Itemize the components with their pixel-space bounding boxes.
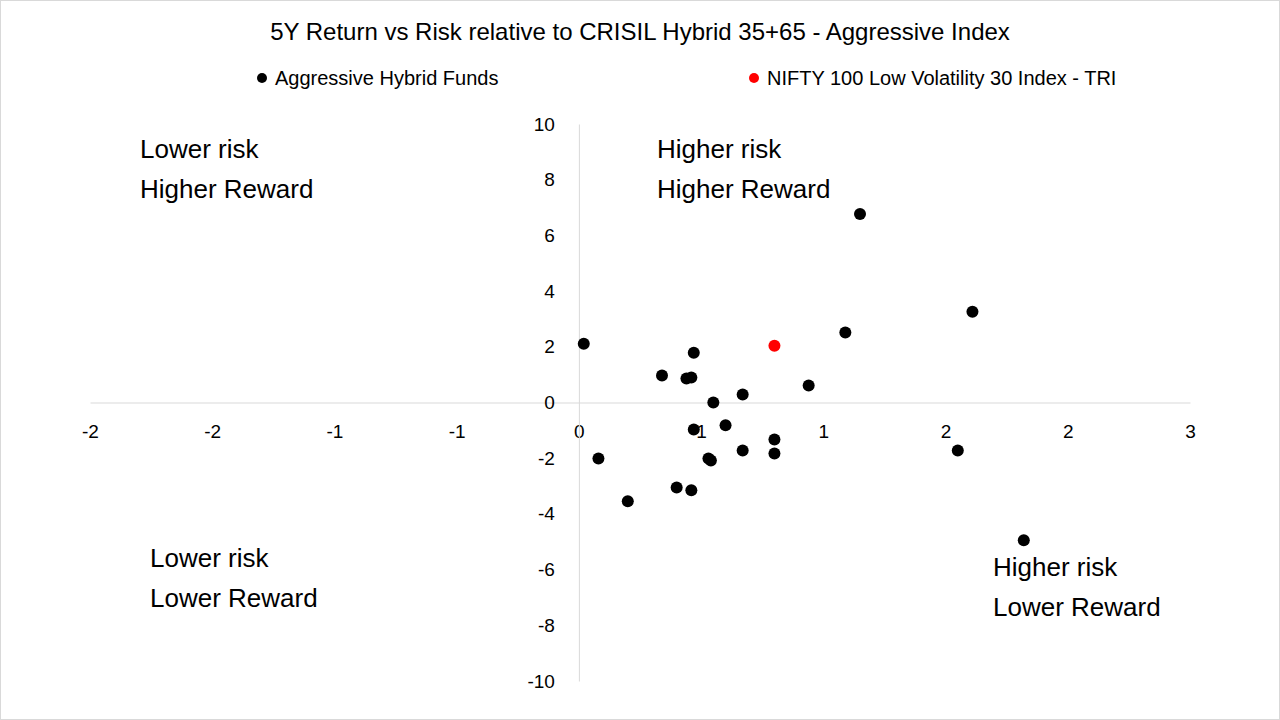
legend-marker <box>749 73 759 83</box>
y-tick-label: 4 <box>544 281 555 302</box>
point <box>671 481 683 493</box>
title: 5Y Return vs Risk relative to CRISIL Hyb… <box>270 18 1010 45</box>
point <box>803 380 815 392</box>
x-tick: -2 <box>82 403 99 442</box>
y-tick-label: 10 <box>534 114 555 135</box>
point <box>656 369 668 381</box>
background <box>1 1 1280 720</box>
annotation: Higher risk Higher Reward <box>657 134 830 204</box>
series <box>578 208 1030 546</box>
x-tick: 2 <box>941 403 952 442</box>
point <box>966 306 978 318</box>
point <box>707 397 719 409</box>
legend-item: NIFTY 100 Low Volatility 30 Index - TRI <box>749 67 1116 89</box>
y-tick-label: 2 <box>544 336 555 357</box>
x-tick: 1 <box>819 403 830 442</box>
y-tick-label: 8 <box>544 169 555 190</box>
x-axis: -2-2-1-1011223 <box>82 403 1196 442</box>
y-tick-label: -6 <box>538 559 555 580</box>
point <box>839 327 851 339</box>
y-tick: 4 <box>544 281 579 302</box>
plot-area <box>578 208 1030 546</box>
annotation: Lower risk Higher Reward <box>140 134 313 204</box>
annotation-line: Higher Reward <box>140 174 313 204</box>
point <box>622 495 634 507</box>
point <box>952 444 964 456</box>
legend-item: Aggressive Hybrid Funds <box>257 67 498 89</box>
y-tick-label: 0 <box>544 392 555 413</box>
x-tick: 1 <box>696 403 707 442</box>
y-tick: 8 <box>544 169 579 190</box>
x-tick-label: 2 <box>941 421 952 442</box>
y-axis-line <box>579 125 580 682</box>
x-tick-label: 2 <box>1063 421 1074 442</box>
annotation-line: Lower risk <box>140 134 259 164</box>
y-tick: -8 <box>538 615 579 636</box>
point <box>592 452 604 464</box>
annotation-line: Higher risk <box>657 134 782 164</box>
legend-label: Aggressive Hybrid Funds <box>275 67 498 89</box>
point <box>768 340 780 352</box>
y-tick-label: 6 <box>544 225 555 246</box>
y-tick-label: -8 <box>538 615 555 636</box>
annotation: Higher risk Lower Reward <box>993 552 1161 622</box>
point <box>737 444 749 456</box>
point <box>705 454 717 466</box>
legend-marker <box>257 73 267 83</box>
x-axis-line <box>91 403 1191 404</box>
x-tick-label: -2 <box>204 421 221 442</box>
y-tick: -2 <box>538 448 579 469</box>
x-tick-label: -1 <box>449 421 466 442</box>
annotation: Lower risk Lower Reward <box>150 543 318 613</box>
annotation-line: Higher Reward <box>657 174 830 204</box>
x-tick: -2 <box>204 403 221 442</box>
x-tick-label: 3 <box>1185 421 1196 442</box>
chart: 5Y Return vs Risk relative to CRISIL Hyb… <box>0 0 1280 720</box>
y-axis: -10 -8 -6 -4 -2 0 2 4 6 8 10 <box>527 114 579 692</box>
series <box>768 340 780 352</box>
x-tick: -1 <box>326 403 343 442</box>
annotation-line: Lower Reward <box>150 583 318 613</box>
point <box>578 338 590 350</box>
y-tick: -6 <box>538 559 579 580</box>
point <box>685 484 697 496</box>
x-tick-label: -1 <box>326 421 343 442</box>
point <box>688 347 700 359</box>
x-tick: 3 <box>1185 403 1196 442</box>
point <box>768 447 780 459</box>
y-tick: 2 <box>544 336 579 357</box>
y-tick: 0 <box>544 392 579 413</box>
point <box>768 434 780 446</box>
point <box>688 424 700 436</box>
annotation-line: Lower Reward <box>993 592 1161 622</box>
annotation-line: Lower risk <box>150 543 269 573</box>
y-tick: 10 <box>534 114 579 135</box>
legend-label: NIFTY 100 Low Volatility 30 Index - TRI <box>767 67 1116 89</box>
point <box>720 419 732 431</box>
point <box>685 371 697 383</box>
y-tick-label: -2 <box>538 448 555 469</box>
annotation-line: Higher risk <box>993 552 1118 582</box>
y-tick: -10 <box>527 671 578 692</box>
point <box>854 208 866 220</box>
x-tick-label: -2 <box>82 421 99 442</box>
x-tick: -1 <box>449 403 466 442</box>
point <box>737 388 749 400</box>
point <box>1018 534 1030 546</box>
y-tick-label: -4 <box>538 503 555 524</box>
y-tick-label: -10 <box>527 671 554 692</box>
y-tick: 6 <box>544 225 579 246</box>
x-tick: 2 <box>1063 403 1074 442</box>
x-tick-label: 1 <box>819 421 830 442</box>
y-tick: -4 <box>538 503 579 524</box>
